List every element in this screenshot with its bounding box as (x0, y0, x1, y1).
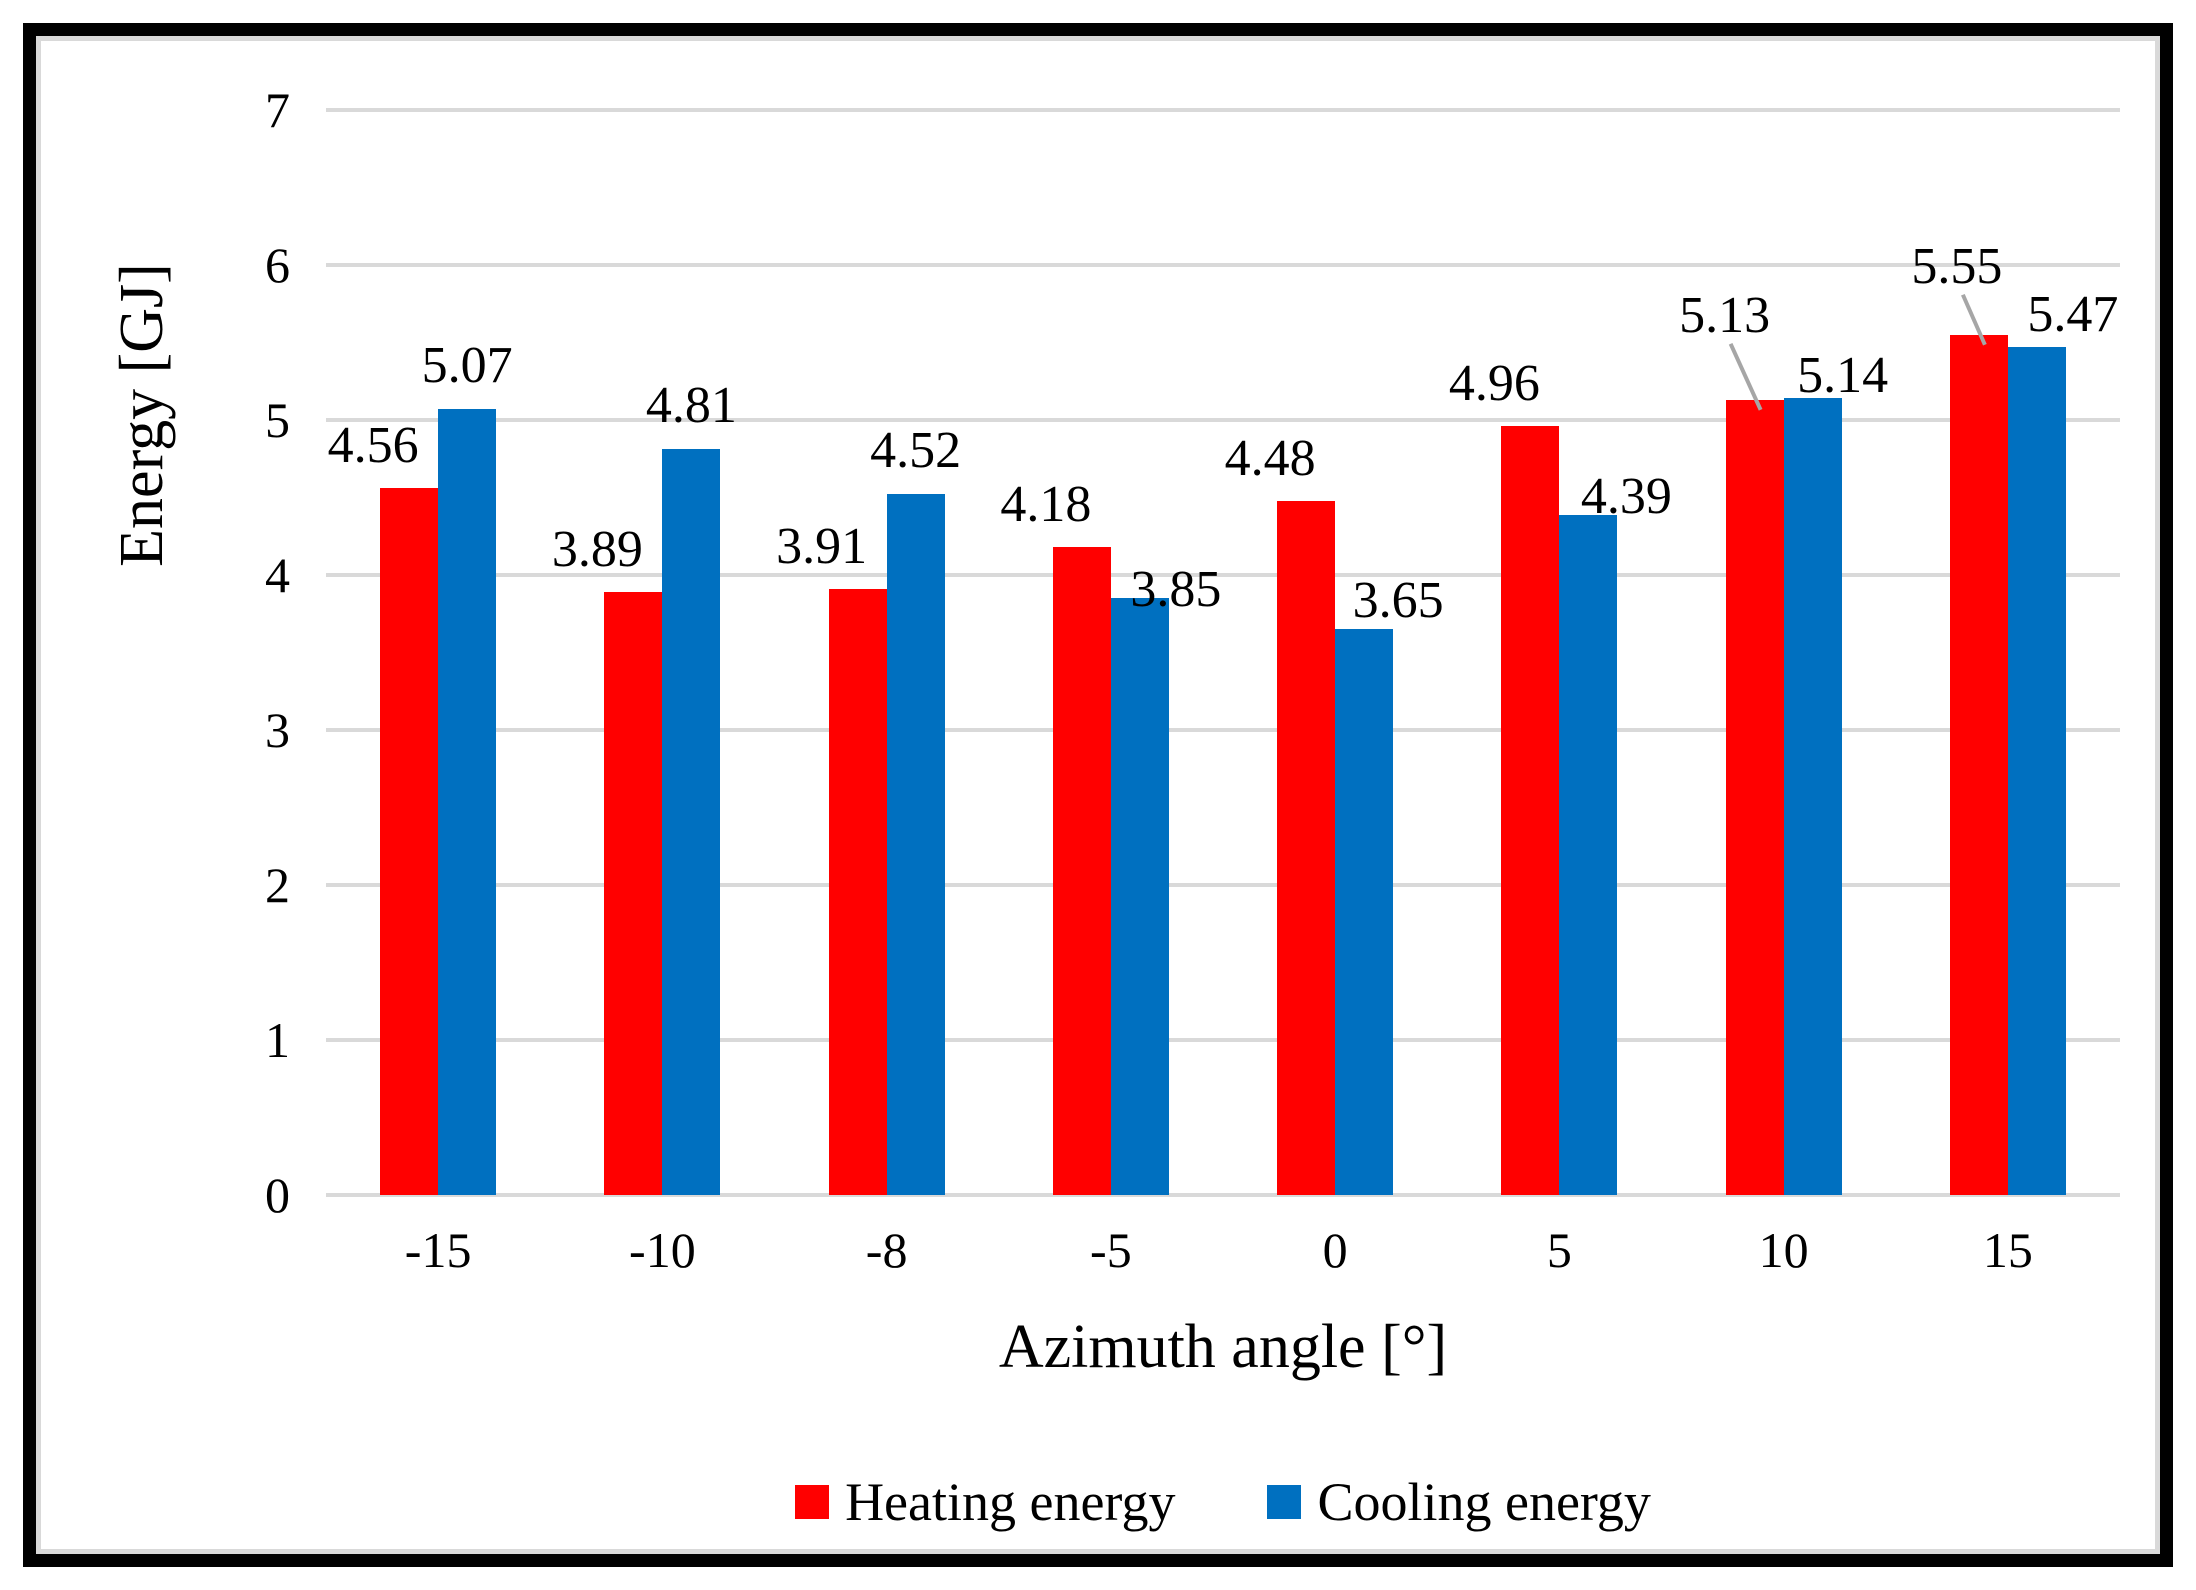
gridline-y1 (326, 1038, 2120, 1042)
y-tick-label-0: 0 (265, 1167, 290, 1223)
gridline-y0 (326, 1193, 2120, 1197)
gridline-y6 (326, 263, 2120, 267)
y-tick-label-4: 4 (265, 547, 290, 603)
gridline-y3 (326, 728, 2120, 732)
legend-item-heating: Heating energy (795, 1472, 1175, 1532)
data-label-heating-10: 5.13 (1679, 286, 1771, 344)
bar-cooling-10 (1783, 398, 1842, 1195)
data-label-cooling-0: 3.65 (1352, 572, 1444, 630)
bar-heating-15 (1949, 334, 2008, 1195)
chart-area-border (36, 36, 2160, 1554)
data-label-heating--5: 4.18 (1000, 476, 1092, 534)
data-label-heating-15: 5.55 (1911, 237, 2003, 295)
bar-cooling--15 (438, 409, 497, 1195)
x-tick-label--10: -10 (629, 1222, 696, 1278)
bar-heating--8 (828, 588, 887, 1195)
y-tick-label-7: 7 (265, 82, 290, 138)
gridline-y4 (326, 573, 2120, 577)
data-label-cooling--15: 5.07 (421, 337, 513, 395)
x-tick-label--8: -8 (865, 1222, 908, 1278)
cooling-energy-swatch (1267, 1485, 1302, 1519)
data-label-cooling-5: 4.39 (1580, 467, 1672, 525)
x-tick-label-15: 15 (1982, 1222, 2033, 1278)
legend-label-cooling: Cooling energy (1317, 1472, 1651, 1532)
data-label-cooling--10: 4.81 (645, 377, 737, 435)
bar-heating--15 (380, 488, 439, 1195)
data-label-heating--10: 3.89 (551, 521, 643, 579)
data-label-heating--15: 4.56 (327, 417, 419, 475)
data-label-cooling-10: 5.14 (1797, 347, 1889, 405)
y-tick-label-3: 3 (265, 702, 290, 758)
legend-item-cooling: Cooling energy (1267, 1472, 1651, 1532)
bar-cooling--5 (1110, 598, 1169, 1195)
legend: Heating energy Cooling energy (326, 1472, 2120, 1532)
x-axis-title: Azimuth angle [°] (998, 1313, 1448, 1381)
data-label-heating-5: 4.96 (1448, 355, 1540, 413)
x-tick-label-10: 10 (1758, 1222, 1809, 1278)
gridline-y5 (326, 418, 2120, 422)
figure-border (23, 23, 2173, 1567)
data-label-cooling--8: 4.52 (870, 422, 962, 480)
y-tick-label-6: 6 (265, 237, 290, 293)
x-tick-label-5: 5 (1546, 1222, 1572, 1278)
y-axis-title: Energy [GJ] (108, 263, 176, 567)
data-label-cooling--5: 3.85 (1130, 561, 1222, 619)
x-tick-label-0: 0 (1322, 1222, 1348, 1278)
bar-heating-5 (1501, 426, 1560, 1195)
bar-cooling--10 (662, 449, 721, 1195)
bar-heating-10 (1725, 399, 1784, 1195)
bar-cooling-15 (2007, 347, 2066, 1195)
data-label-cooling-15: 5.47 (2027, 286, 2119, 344)
data-label-heating-0: 4.48 (1224, 429, 1316, 487)
y-tick-label-5: 5 (265, 392, 290, 448)
gridline-y7 (326, 108, 2120, 112)
bar-cooling--8 (886, 494, 945, 1195)
y-tick-label-1: 1 (265, 1012, 290, 1068)
y-tick-label-2: 2 (265, 857, 290, 913)
x-tick-label--5: -5 (1090, 1222, 1132, 1278)
bar-heating--10 (604, 592, 663, 1195)
legend-label-heating: Heating energy (845, 1472, 1176, 1532)
data-label-heating--8: 3.91 (776, 517, 868, 575)
x-tick-label--15: -15 (404, 1222, 472, 1278)
heating-energy-swatch (795, 1485, 830, 1519)
bar-cooling-0 (1335, 629, 1394, 1195)
bar-heating--5 (1052, 547, 1111, 1195)
bar-heating-0 (1277, 500, 1336, 1195)
bar-cooling-5 (1559, 514, 1618, 1195)
gridline-y2 (326, 883, 2120, 887)
